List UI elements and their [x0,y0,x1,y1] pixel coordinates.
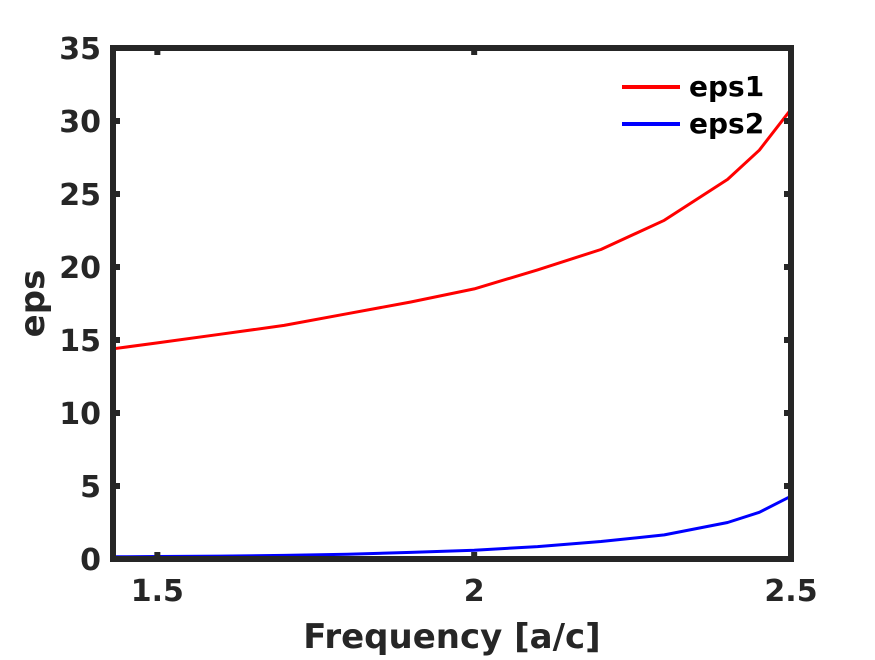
y-tick-label: 15 [59,324,101,359]
y-tick-label: 35 [59,32,101,67]
axes: 1.5 2 2.5 0 5 10 15 20 25 30 35 [59,32,817,609]
y-tick-label: 10 [59,397,101,432]
plot-area [111,107,793,559]
series-line-eps1 [111,107,793,351]
x-tick-label: 2.5 [764,574,817,609]
y-tick-label: 30 [59,105,101,140]
y-tick-label: 0 [80,543,101,578]
axes-box [110,45,794,562]
y-tick-label: 20 [59,251,101,286]
y-tick-label: 5 [80,470,101,505]
y-tick-label: 25 [59,178,101,213]
x-axis-label: Frequency [a/c] [303,617,600,656]
legend-label-eps2: eps2 [689,107,764,140]
series-line-eps2 [111,494,793,559]
y-axis-label: eps [13,270,53,338]
legend-label-eps1: eps1 [689,70,764,103]
x-tick-label: 2 [464,574,485,609]
x-tick-label: 1.5 [131,574,184,609]
legend: eps1 eps2 [622,70,764,140]
